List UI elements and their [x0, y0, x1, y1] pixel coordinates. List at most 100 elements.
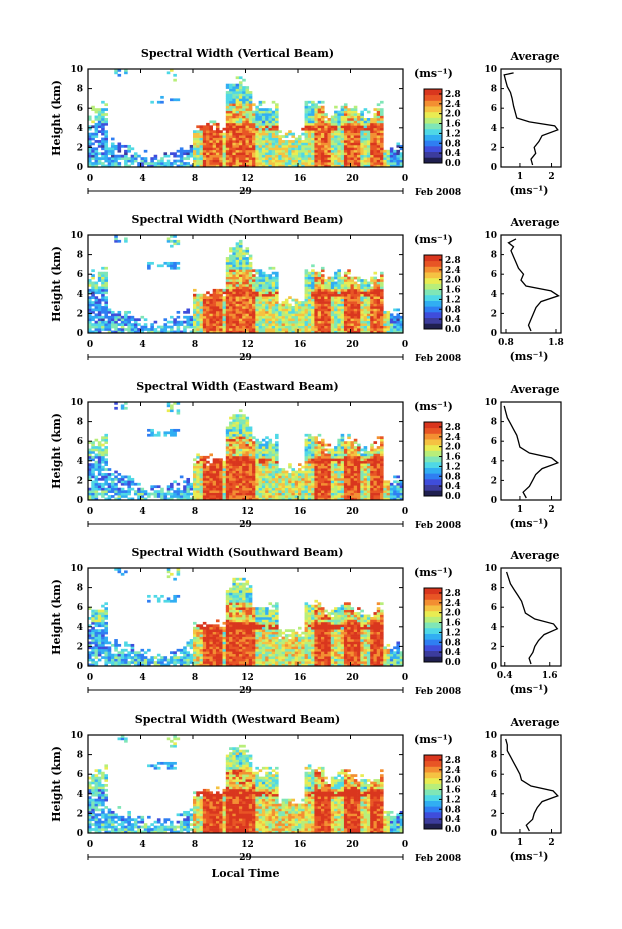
heatmap-cell	[373, 286, 378, 290]
heatmap-cell	[343, 118, 348, 121]
heatmap-cell	[360, 313, 364, 317]
heatmap-cell	[101, 460, 105, 464]
heatmap-cell	[284, 135, 289, 138]
heatmap-cell	[350, 306, 355, 309]
heatmap-cell	[376, 159, 381, 163]
colorbar-tick-label: 2.0	[445, 110, 461, 120]
heatmap-cell	[137, 330, 141, 334]
heatmap-cell	[147, 164, 151, 168]
heatmap-cell	[206, 125, 210, 129]
heatmap-cell	[380, 142, 384, 146]
heatmap-cell	[225, 475, 230, 479]
heatmap-cell	[229, 325, 233, 329]
heatmap-cell	[327, 315, 332, 319]
heatmap-cell	[235, 261, 240, 265]
heatmap-cell	[258, 157, 263, 160]
heatmap-cell	[193, 325, 197, 329]
heatmap-cell	[97, 443, 102, 447]
heatmap-cell	[350, 463, 355, 466]
heatmap-cell	[248, 426, 253, 430]
heatmap-cell	[265, 132, 269, 136]
heatmap-cell	[229, 269, 233, 273]
heatmap-cell	[376, 125, 381, 129]
heatmap-cell	[357, 118, 361, 121]
heatmap-cell	[242, 318, 246, 322]
heatmap-cell	[258, 310, 263, 314]
heatmap-cell	[261, 463, 266, 466]
heatmap-cell	[271, 284, 276, 287]
heatmap-cell	[209, 310, 213, 314]
heatmap-cell	[301, 330, 305, 334]
heatmap-cell	[242, 463, 246, 466]
heatmap-cell	[199, 301, 204, 304]
heatmap-cell	[248, 157, 253, 160]
heatmap-cell	[340, 281, 345, 285]
heatmap-cell	[347, 132, 351, 136]
heatmap-cell	[235, 157, 240, 160]
heatmap-cell	[235, 475, 240, 479]
heatmap-cell	[199, 308, 204, 312]
heatmap-cell	[206, 330, 210, 334]
heatmap-cell	[337, 296, 341, 299]
heatmap-cell	[334, 130, 338, 133]
heatmap-cell	[229, 458, 233, 462]
heatmap-cell	[94, 108, 99, 111]
heatmap-cell	[232, 288, 236, 292]
colorbar-segment	[424, 306, 442, 313]
heatmap-cell	[255, 453, 259, 457]
heatmap-cell	[140, 495, 145, 498]
heatmap-cell	[278, 152, 282, 156]
heatmap-cell	[265, 127, 269, 131]
heatmap-cell	[170, 266, 174, 270]
heatmap-cell	[242, 103, 246, 107]
heatmap-cell	[209, 453, 213, 457]
heatmap-cell	[275, 118, 279, 121]
heatmap-cell	[130, 159, 135, 163]
heatmap-cell	[238, 313, 243, 317]
heatmap-cell	[173, 492, 177, 496]
heatmap-cell	[232, 330, 236, 334]
heatmap-cell	[248, 110, 253, 114]
heatmap-cell	[370, 487, 374, 491]
heatmap-cell	[376, 113, 381, 116]
heatmap-cell	[324, 330, 328, 334]
heatmap-cell	[242, 140, 246, 143]
heatmap-cell	[370, 293, 374, 297]
heatmap-cell	[350, 490, 355, 493]
heatmap-cell	[101, 298, 105, 302]
heatmap-cell	[202, 135, 207, 138]
heatmap-cell	[334, 323, 338, 326]
heatmap-cell	[298, 303, 302, 307]
heatmap-cell	[91, 105, 95, 109]
heatmap-cell	[225, 122, 230, 126]
heatmap-cell	[124, 328, 128, 331]
heatmap-cell	[320, 453, 325, 457]
heatmap-cell	[314, 455, 318, 459]
heatmap-cell	[370, 149, 374, 153]
heatmap-cell	[334, 453, 338, 457]
heatmap-cell	[150, 433, 154, 437]
heatmap-cell	[238, 259, 243, 263]
heatmap-cell	[94, 162, 99, 165]
heatmap-cell	[307, 468, 312, 471]
heatmap-cell	[110, 323, 115, 326]
heatmap-cell	[389, 313, 394, 317]
heatmap-cell	[301, 477, 305, 481]
heatmap-cell	[265, 276, 269, 280]
heatmap-cell	[360, 144, 364, 148]
heatmap-cell	[232, 480, 236, 484]
heatmap-cell	[101, 110, 105, 114]
heatmap-cell	[101, 492, 105, 496]
heatmap-cell	[337, 135, 341, 138]
heatmap-cell	[320, 137, 325, 141]
heatmap-cell	[206, 475, 210, 479]
heatmap-cell	[235, 108, 240, 111]
heatmap-cell	[271, 164, 276, 168]
heatmap-cell	[360, 152, 364, 156]
heatmap-cell	[294, 162, 299, 165]
heatmap-cell	[376, 115, 381, 119]
heatmap-cell	[393, 164, 397, 168]
heatmap-cell	[209, 140, 213, 143]
heatmap-cell	[275, 433, 279, 437]
heatmap-cell	[320, 149, 325, 153]
